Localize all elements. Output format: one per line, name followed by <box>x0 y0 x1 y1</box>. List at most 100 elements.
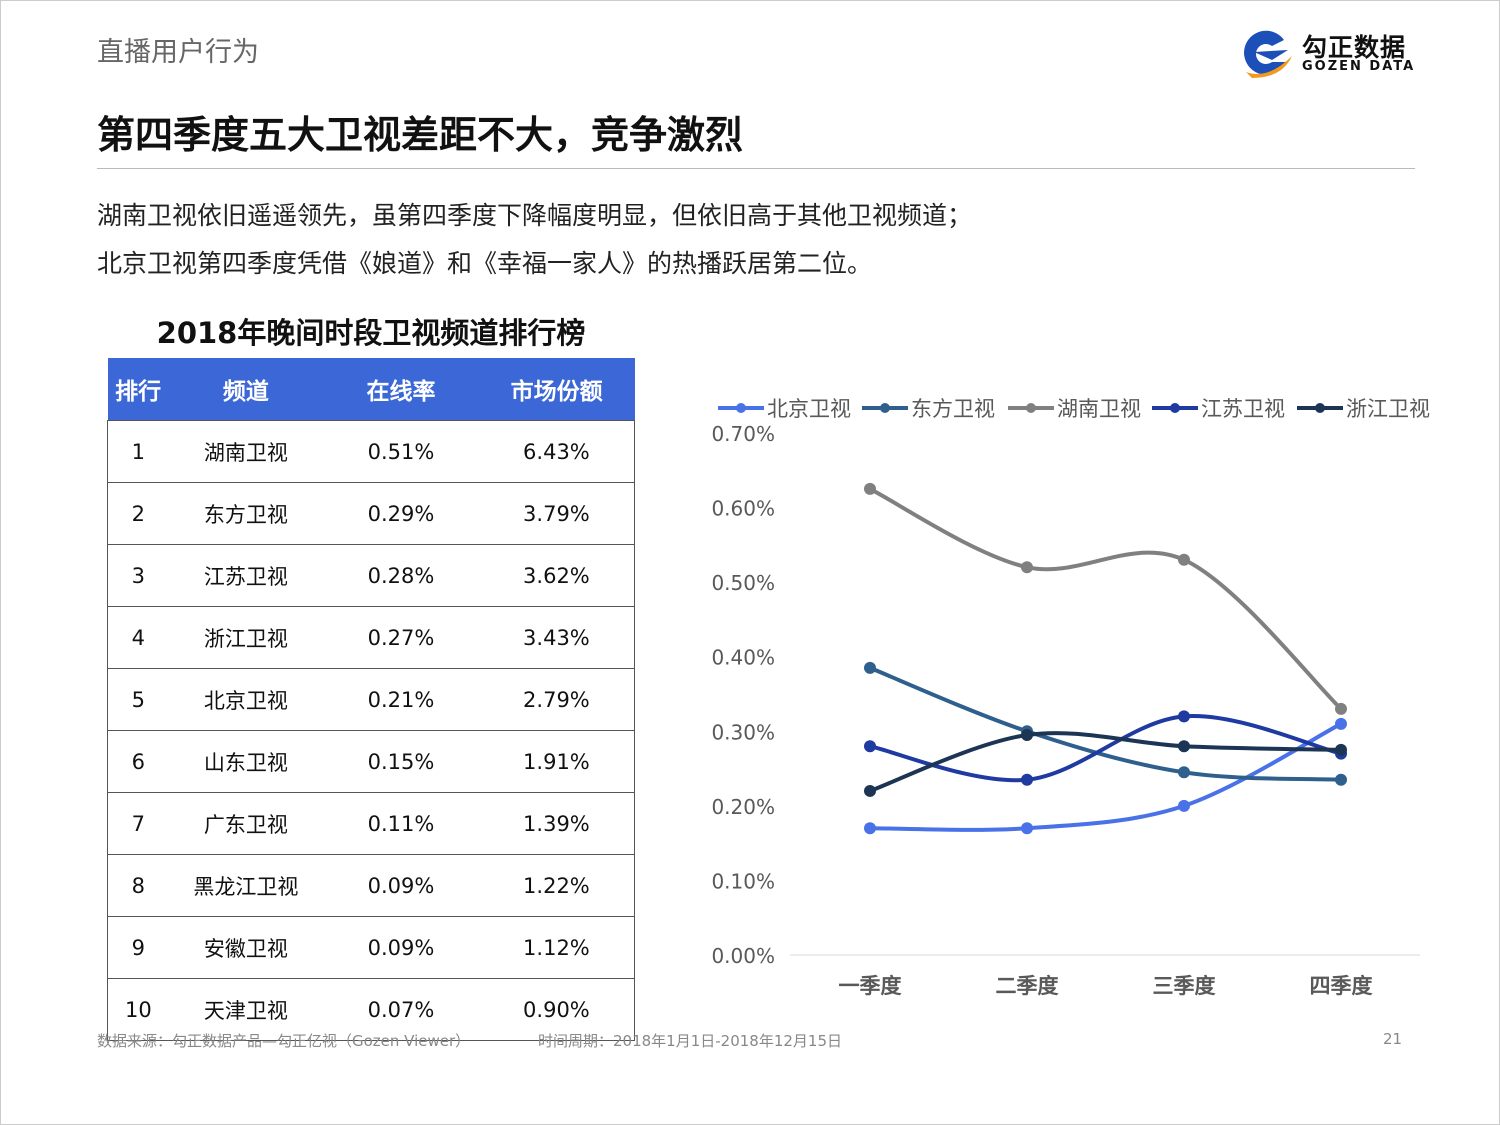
cell-channel: 北京卫视 <box>168 668 324 731</box>
legend-label: 江苏卫视 <box>1201 397 1285 421</box>
data-point <box>1021 773 1033 786</box>
footer-source: 数据来源：勾正数据产品—勾正亿视（Gozen Viewer） <box>97 1032 471 1050</box>
table-row: 1 湖南卫视 0.51% 6.43% <box>107 420 635 483</box>
column-header-market-share: 市场份额 <box>478 358 635 421</box>
gozen-logo: 勾正数据 GOZEN DATA <box>1232 28 1432 80</box>
x-tick-label: 四季度 <box>1310 974 1373 998</box>
data-point <box>1335 773 1347 786</box>
table-row: 2 东方卫视 0.29% 3.79% <box>107 482 635 545</box>
table-row: 4 浙江卫视 0.27% 3.43% <box>107 606 635 669</box>
gozen-logo-mark-icon <box>1244 30 1292 78</box>
cell-channel: 东方卫视 <box>168 482 324 545</box>
cell-online-rate: 0.15% <box>323 730 479 793</box>
cell-channel: 广东卫视 <box>168 792 324 855</box>
data-point <box>1178 553 1190 566</box>
cell-channel: 山东卫视 <box>168 730 324 793</box>
cell-channel: 天津卫视 <box>168 978 324 1041</box>
table-row: 5 北京卫视 0.21% 2.79% <box>107 668 635 731</box>
logo-text-cn: 勾正数据 <box>1302 33 1407 62</box>
cell-rank: 6 <box>107 730 169 793</box>
data-point <box>1021 561 1033 574</box>
cell-rank: 7 <box>107 792 169 855</box>
cell-market-share: 1.12% <box>478 916 635 979</box>
cell-market-share: 1.39% <box>478 792 635 855</box>
table-row: 9 安徽卫视 0.09% 1.12% <box>107 916 635 979</box>
cell-online-rate: 0.07% <box>323 978 479 1041</box>
column-header-online-rate: 在线率 <box>323 358 479 421</box>
y-tick-label: 0.10% <box>711 869 775 893</box>
description-line-1: 湖南卫视依旧遥遥领先，虽第四季度下降幅度明显，但依旧高于其他卫视频道； <box>97 201 973 230</box>
cell-market-share: 2.79% <box>478 668 635 731</box>
y-tick-label: 0.30% <box>711 720 775 744</box>
cell-online-rate: 0.51% <box>323 420 479 483</box>
table-row: 10 天津卫视 0.07% 0.90% <box>107 978 635 1041</box>
legend-label: 东方卫视 <box>911 397 995 421</box>
cell-online-rate: 0.29% <box>323 482 479 545</box>
title-divider <box>97 168 1415 169</box>
x-tick-label: 一季度 <box>839 974 902 998</box>
table-row: 3 江苏卫视 0.28% 3.62% <box>107 544 635 607</box>
data-point <box>1335 702 1347 715</box>
legend-marker <box>1026 403 1036 413</box>
cell-market-share: 6.43% <box>478 420 635 483</box>
cell-rank: 4 <box>107 606 169 669</box>
series-line-1 <box>869 722 1342 832</box>
cell-market-share: 1.91% <box>478 730 635 793</box>
data-point <box>864 661 876 674</box>
ranking-table: 排行 频道 在线率 市场份额 1 湖南卫视 0.51% 6.43% 2 东方卫视 0.29%… <box>107 358 635 1041</box>
table-row: 6 山东卫视 0.15% 1.91% <box>107 730 635 793</box>
cell-online-rate: 0.21% <box>323 668 479 731</box>
cell-channel: 湖南卫视 <box>168 420 324 483</box>
cell-rank: 8 <box>107 854 169 917</box>
data-point <box>1178 799 1190 812</box>
series-line-4 <box>869 714 1342 783</box>
column-header-channel: 频道 <box>168 358 324 421</box>
legend-marker <box>880 403 890 413</box>
cell-rank: 1 <box>107 420 169 483</box>
data-point <box>1178 740 1190 753</box>
cell-online-rate: 0.09% <box>323 916 479 979</box>
cell-market-share: 3.62% <box>478 544 635 607</box>
description-line-2: 北京卫视第四季度凭借《娘道》和《幸福一家人》的热播跃居第二位。 <box>97 249 873 278</box>
table-row: 7 广东卫视 0.11% 1.39% <box>107 792 635 855</box>
data-point <box>1021 822 1033 835</box>
y-tick-label: 0.20% <box>711 795 775 819</box>
legend-marker <box>736 403 746 413</box>
series-line-2 <box>869 666 1342 782</box>
cell-channel: 浙江卫视 <box>168 606 324 669</box>
cell-channel: 黑龙江卫视 <box>168 854 324 917</box>
logo-text-en: GOZEN DATA <box>1302 59 1416 74</box>
series-line-3 <box>869 487 1343 711</box>
cell-online-rate: 0.09% <box>323 854 479 917</box>
table-header-row: 排行 频道 在线率 市场份额 <box>107 358 635 421</box>
x-tick-label: 三季度 <box>1153 974 1216 998</box>
page-title: 第四季度五大卫视差距不大，竞争激烈 <box>97 113 744 157</box>
cell-market-share: 3.79% <box>478 482 635 545</box>
cell-channel: 安徽卫视 <box>168 916 324 979</box>
table-title: 2018年晚间时段卫视频道排行榜 <box>156 316 586 350</box>
cell-online-rate: 0.27% <box>323 606 479 669</box>
data-point <box>1335 717 1347 730</box>
cell-market-share: 1.22% <box>478 854 635 917</box>
legend-marker <box>1170 403 1180 413</box>
section-label: 直播用户行为 <box>97 37 259 68</box>
data-point <box>864 482 876 495</box>
cell-online-rate: 0.28% <box>323 544 479 607</box>
column-header-rank: 排行 <box>107 358 169 421</box>
cell-online-rate: 0.11% <box>323 792 479 855</box>
data-point <box>1178 766 1190 779</box>
cell-channel: 江苏卫视 <box>168 544 324 607</box>
cell-rank: 3 <box>107 544 169 607</box>
cell-rank: 5 <box>107 668 169 731</box>
y-tick-label: 0.60% <box>711 497 775 521</box>
legend-label: 北京卫视 <box>767 397 851 421</box>
y-tick-label: 0.50% <box>711 571 775 595</box>
data-point <box>864 822 876 835</box>
x-tick-label: 二季度 <box>996 974 1059 998</box>
data-point <box>864 784 876 797</box>
page-number: 21 <box>1383 1030 1403 1048</box>
cell-rank: 10 <box>107 978 169 1041</box>
data-point <box>864 740 876 753</box>
cell-market-share: 3.43% <box>478 606 635 669</box>
legend-label: 浙江卫视 <box>1346 397 1430 421</box>
